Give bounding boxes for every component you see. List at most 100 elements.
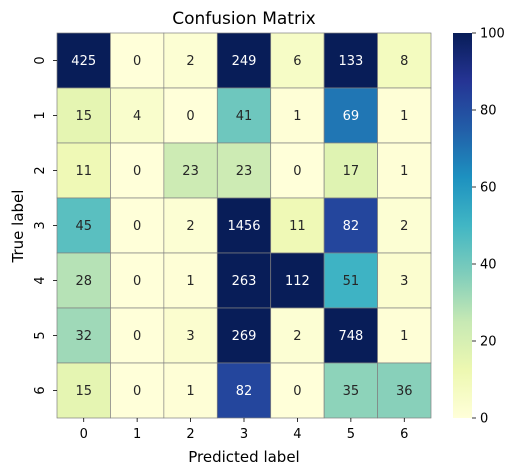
heatmap-cell: [323, 32, 378, 89]
heatmap-cell-label: 3: [186, 329, 194, 344]
heatmap-cell-label: 17: [343, 164, 360, 179]
heatmap-cell-label: 1: [400, 164, 408, 179]
heatmap-cell-label: 1: [186, 384, 194, 399]
heatmap-cell: [163, 142, 218, 199]
heatmap-cell: [216, 32, 272, 89]
heatmap-cell-label: 0: [133, 274, 141, 289]
colorbar-tick-label: 60: [480, 181, 497, 196]
heatmap-cell-label: 112: [285, 274, 310, 289]
heatmap-cell-label: 748: [338, 329, 363, 344]
colorbar: [453, 33, 472, 418]
heatmap-cell-label: 41: [236, 109, 253, 124]
heatmap-cell-label: 4: [133, 109, 141, 124]
y-tick-label: 6: [33, 386, 48, 394]
heatmap-cell-label: 0: [133, 329, 141, 344]
heatmap-cell-label: 0: [293, 164, 301, 179]
heatmap-cell: [323, 362, 378, 419]
heatmap-cell-label: 249: [232, 54, 257, 69]
heatmap-cell-label: 133: [338, 54, 363, 69]
heatmap-cell: [270, 307, 325, 364]
heatmap-cell-label: 82: [343, 219, 360, 234]
x-tick-label: 3: [240, 427, 248, 442]
heatmap-cell-label: 11: [75, 164, 92, 179]
heatmap-cell: [110, 307, 165, 364]
heatmap-cell: [377, 142, 432, 199]
heatmap-cell-label: 15: [75, 384, 92, 399]
heatmap-cell-label: 35: [343, 384, 360, 399]
heatmap-cell: [270, 142, 325, 199]
heatmap-cell: [323, 197, 378, 254]
y-axis-ticks: 0 1 2 3 4 5 6: [33, 56, 57, 395]
heatmap-cell: [110, 142, 165, 199]
heatmap-cell: [163, 307, 218, 364]
y-tick-label: 4: [33, 276, 48, 284]
heatmap-cell: [270, 362, 325, 419]
heatmap-cell-label: 1: [400, 329, 408, 344]
heatmap-cell-label: 15: [75, 109, 92, 124]
x-tick-label: 2: [186, 427, 194, 442]
heatmap-cell-label: 69: [343, 109, 360, 124]
heatmap-cell: [377, 307, 432, 364]
heatmap-cell: [56, 252, 111, 309]
heatmap-cell-label: 0: [133, 384, 141, 399]
heatmap-cell-label: 32: [75, 329, 92, 344]
heatmap-cell: [270, 87, 325, 144]
chart-title: Confusion Matrix: [172, 9, 316, 29]
heatmap-cell-label: 51: [343, 274, 360, 289]
heatmap-cell: [163, 362, 218, 419]
x-tick-label: 4: [293, 427, 301, 442]
heatmap-cell-label: 8: [400, 54, 408, 69]
heatmap-cell-label: 0: [293, 384, 301, 399]
heatmap-cell-label: 82: [236, 384, 253, 399]
colorbar-tick-label: 80: [480, 104, 497, 119]
heatmap-cell-label: 11: [289, 219, 306, 234]
heatmap-cell-label: 1: [293, 109, 301, 124]
heatmap-cell: [163, 32, 218, 89]
colorbar-tick-label: 0: [480, 412, 488, 427]
heatmap-cell: [323, 87, 378, 144]
heatmap-cell: [110, 197, 165, 254]
y-tick-label: 3: [33, 221, 48, 229]
x-axis-ticks: 0 1 2 3 4 5 6: [80, 418, 408, 442]
x-tick-label: 6: [400, 427, 408, 442]
heatmap-cell-label: 2: [186, 54, 194, 69]
heatmap-cell: [163, 252, 218, 309]
heatmap-cell: [377, 362, 432, 419]
heatmap-cell-label: 23: [182, 164, 199, 179]
heatmap-cell: [216, 142, 272, 199]
heatmap-cell: [56, 32, 111, 89]
heatmap-cell-label: 3: [400, 274, 408, 289]
heatmap-cell: [216, 307, 272, 364]
y-tick-label: 5: [33, 331, 48, 339]
heatmap-cell: [110, 32, 165, 89]
x-axis-label: Predicted label: [188, 448, 299, 466]
heatmap-cell: [377, 252, 432, 309]
heatmap-cell-label: 0: [133, 54, 141, 69]
colorbar-ticks: 0 20 40 60 80 100: [472, 27, 505, 427]
heatmap-cell: [377, 87, 432, 144]
colorbar-tick-label: 20: [480, 335, 497, 350]
x-tick-label: 1: [133, 427, 141, 442]
heatmap-cell-label: 425: [71, 54, 96, 69]
heatmap-cell: [216, 197, 272, 254]
heatmap-cell-label: 0: [133, 219, 141, 234]
heatmap-cell: [56, 362, 111, 419]
y-tick-label: 0: [33, 56, 48, 64]
heatmap-cell-label: 6: [293, 54, 301, 69]
heatmap-cell-label: 36: [396, 384, 413, 399]
heatmap-cell-label: 2: [293, 329, 301, 344]
heatmap-cell-label: 2: [400, 219, 408, 234]
heatmap-cell-label: 0: [133, 164, 141, 179]
heatmap-cell-labels: 425 0 2 249 6 133 815 4 0 41 1 69 111 0 23 23 0 17 145 0 2 14…: [71, 54, 412, 399]
heatmap-cell-label: 269: [232, 329, 257, 344]
heatmap-cell-label: 2: [186, 219, 194, 234]
x-tick-label: 0: [80, 427, 88, 442]
heatmap-cell-label: 263: [232, 274, 257, 289]
heatmap-cell: [216, 362, 272, 419]
y-tick-label: 2: [33, 166, 48, 174]
heatmap-cell-label: 1: [400, 109, 408, 124]
heatmap-cell-label: 45: [75, 219, 92, 234]
heatmap-cell: [163, 87, 218, 144]
heatmap-cell-label: 23: [236, 164, 253, 179]
